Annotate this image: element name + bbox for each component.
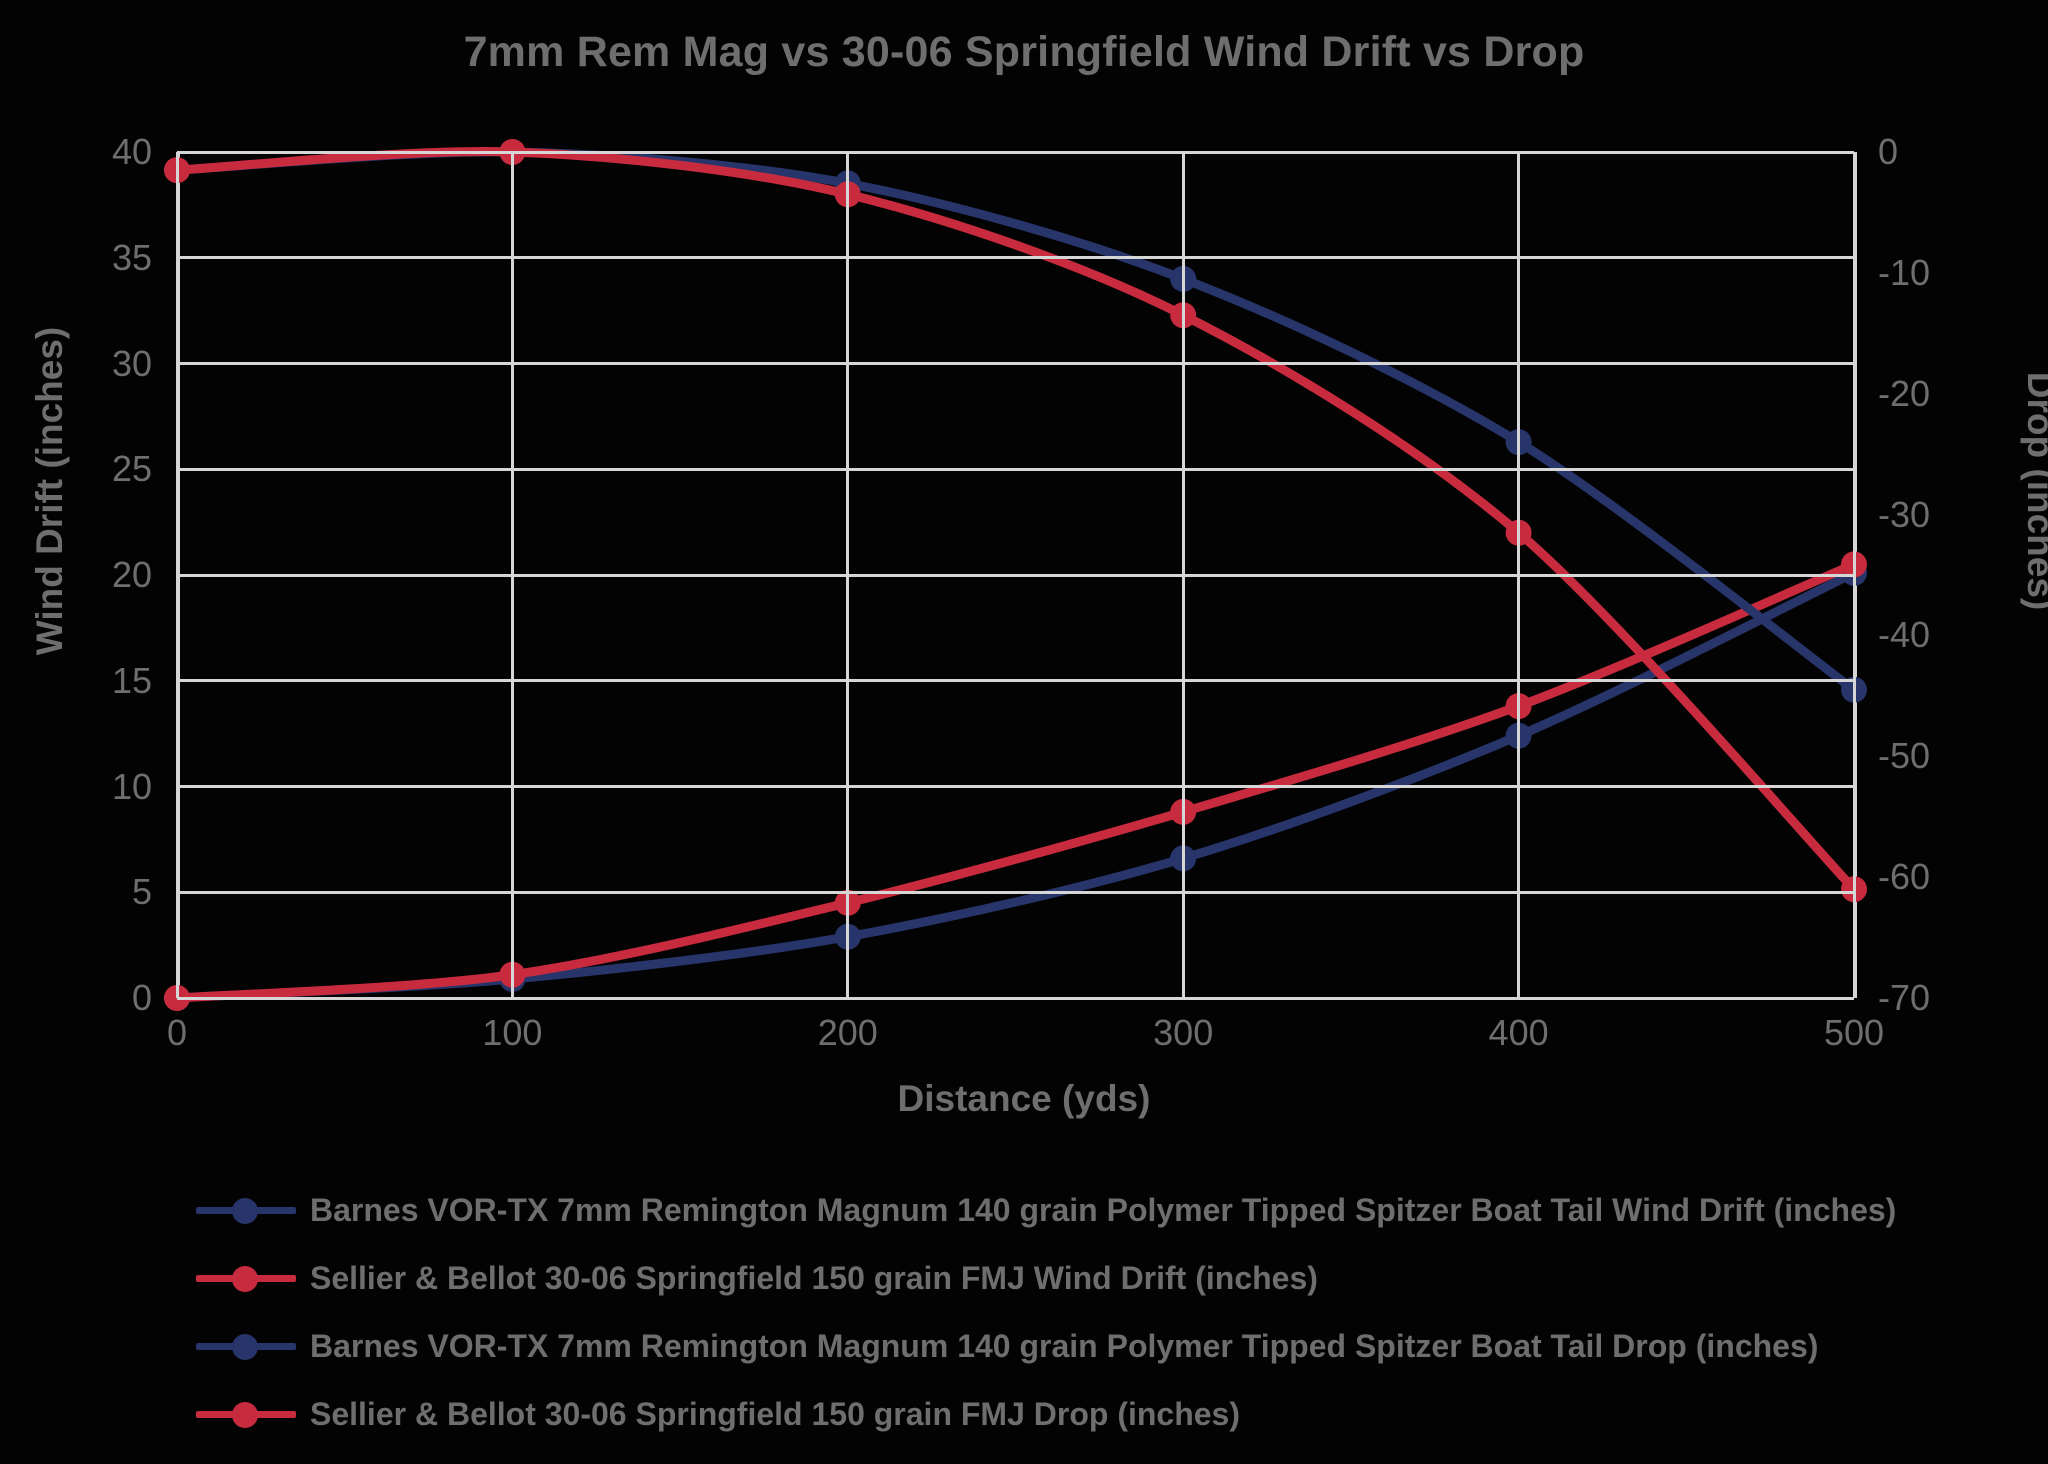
- y-axis-left-tick-label: 40: [111, 131, 152, 172]
- chart-legend: Barnes VOR-TX 7mm Remington Magnum 140 g…: [196, 1176, 1996, 1448]
- y-axis-right-tick-label: 0: [1878, 131, 1899, 172]
- legend-item[interactable]: Sellier & Bellot 30-06 Springfield 150 g…: [196, 1380, 1996, 1448]
- gridline-horizontal: [177, 785, 1854, 788]
- y-axis-right-tick-label: -50: [1878, 735, 1931, 777]
- y-axis-left-title: Wind Drift (inches): [29, 326, 70, 656]
- legend-marker-icon: [196, 1265, 296, 1292]
- x-axis-tick-label: 100: [482, 1012, 543, 1053]
- legend-marker-icon: [196, 1333, 296, 1360]
- series-line: [172, 559, 1859, 1003]
- legend-item[interactable]: Sellier & Bellot 30-06 Springfield 150 g…: [196, 1244, 1996, 1312]
- y-axis-right-title: Drop (inches): [2020, 371, 2048, 611]
- gridline-vertical: [510, 152, 514, 998]
- y-axis-right-tick-label: -10: [1878, 251, 1931, 293]
- y-axis-right-tick-label: -70: [1878, 977, 1931, 1018]
- legend-item[interactable]: Barnes VOR-TX 7mm Remington Magnum 140 g…: [196, 1312, 1996, 1380]
- y-axis-left-tick-label: 0: [131, 977, 152, 1018]
- plot-area: [164, 139, 1867, 1011]
- y-axis-left-tick-label: 20: [111, 554, 152, 595]
- legend-item[interactable]: Barnes VOR-TX 7mm Remington Magnum 140 g…: [196, 1176, 1996, 1244]
- legend-item-label: Sellier & Bellot 30-06 Springfield 150 g…: [310, 1395, 1240, 1432]
- legend-marker-icon: [196, 1197, 296, 1224]
- legend-marker-icon: [196, 1401, 296, 1428]
- legend-item-label: Sellier & Bellot 30-06 Springfield 150 g…: [310, 1259, 1318, 1296]
- gridline-horizontal: [177, 467, 1854, 471]
- gridline-vertical: [175, 152, 179, 998]
- gridline-vertical: [1181, 152, 1185, 998]
- gridline-vertical: [1517, 152, 1521, 998]
- x-axis-tick-label: 400: [1488, 1012, 1549, 1053]
- y-axis-left-tick-label: 5: [131, 871, 152, 913]
- gridline-horizontal: [177, 256, 1854, 260]
- gridline-horizontal: [177, 996, 1854, 1000]
- gridline-vertical: [846, 152, 850, 998]
- legend-item-label: Barnes VOR-TX 7mm Remington Magnum 140 g…: [310, 1191, 1897, 1228]
- y-axis-left-tick-label: 35: [111, 236, 152, 278]
- y-axis-left-tick-label: 10: [111, 765, 152, 807]
- legend-item-label: Barnes VOR-TX 7mm Remington Magnum 140 g…: [310, 1327, 1819, 1364]
- chart-title: 7mm Rem Mag vs 30-06 Springfield Wind Dr…: [463, 28, 1585, 76]
- x-axis-tick-label: 0: [166, 1012, 188, 1053]
- y-axis-left-tick-label: 25: [111, 448, 152, 490]
- gridline-horizontal: [177, 890, 1854, 894]
- x-axis-tick-label: 200: [817, 1012, 878, 1053]
- gridline-horizontal: [177, 573, 1854, 577]
- x-axis-tick-label: 300: [1153, 1012, 1214, 1053]
- series-line: [172, 147, 1859, 894]
- gridline-horizontal: [177, 150, 1854, 154]
- y-axis-right-tick-label: -40: [1878, 614, 1931, 656]
- gridline-horizontal: [177, 362, 1854, 365]
- y-axis-right-tick-label: -60: [1878, 856, 1931, 898]
- y-axis-left-tick-label: 15: [111, 659, 152, 701]
- x-axis-title: Distance (yds): [897, 1078, 1151, 1119]
- gridline-vertical: [1852, 152, 1856, 998]
- y-axis-left-ticks: 0 5 10 15 20 25 30 35 40: [80, 131, 152, 1018]
- x-axis-tick-label: 500: [1823, 1012, 1885, 1053]
- gridline-horizontal: [177, 679, 1854, 683]
- y-axis-right-tick-label: -30: [1878, 493, 1931, 535]
- y-axis-left-tick-label: 30: [111, 342, 152, 384]
- y-axis-right-tick-label: -20: [1878, 372, 1931, 414]
- y-axis-right-ticks: -70 -60 -50 -40 -30 -20 -10 0: [1878, 131, 1998, 1018]
